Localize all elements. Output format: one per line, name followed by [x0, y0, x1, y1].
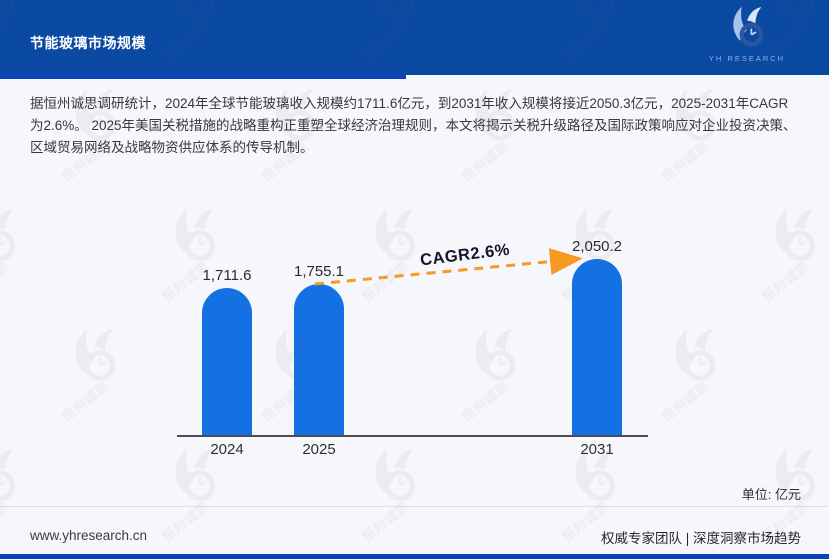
page-title: 节能玻璃市场规模 [30, 35, 146, 51]
intro-paragraph: 据恒州诚思调研统计，2024年全球节能玻璃收入规模约1711.6亿元，到2031… [30, 96, 797, 155]
yh-logo-icon [733, 6, 764, 47]
x-axis-tick-label: 2025 [302, 441, 336, 458]
unit-label: 单位: 亿元 [741, 487, 801, 502]
x-axis-tick-label: 2024 [210, 441, 244, 458]
bar-value-label: 1,711.6 [202, 267, 252, 284]
bar-2031 [572, 259, 622, 435]
market-size-bar-chart: 1,711.6 2024 1,755.1 2025 2,050.2 2031 CAGR2.… [0, 180, 829, 470]
x-axis-tick-label: 2031 [580, 441, 614, 458]
header-bar: 节能玻璃市场规模 YH RESEARCH [0, 0, 829, 75]
bottom-accent-bar [0, 554, 829, 559]
bar-2024 [202, 288, 252, 435]
website-link[interactable]: www.yhresearch.cn [30, 528, 148, 543]
header-accent-bar [0, 75, 406, 79]
yh-research-logo: YH RESEARCH [699, 5, 795, 63]
cagr-trend-arrow [314, 248, 583, 286]
bar-2025 [294, 284, 344, 435]
bar-value-label: 1,755.1 [293, 263, 345, 280]
footer-divider [0, 506, 829, 507]
bar-value-label: 2,050.2 [571, 238, 623, 255]
x-axis-line [177, 435, 648, 437]
footer-tagline: 权威专家团队 | 深度洞察市场趋势 [600, 531, 801, 546]
yh-logo-text: YH RESEARCH [708, 54, 786, 63]
